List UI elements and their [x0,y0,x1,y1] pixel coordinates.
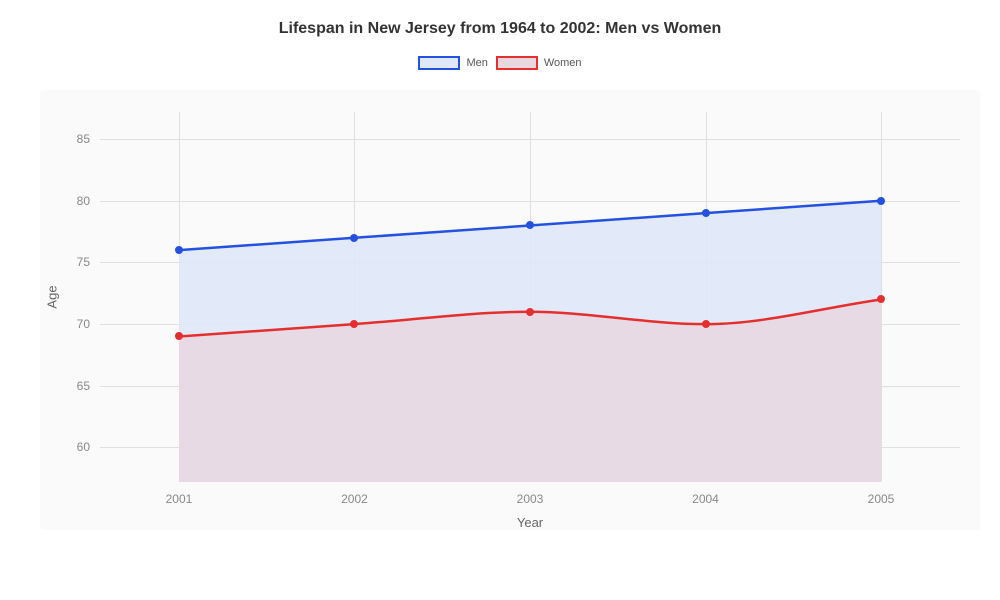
x-tick-label: 2002 [341,482,368,506]
legend-label-women: Women [544,57,582,69]
plot-outer: Age Year 60 65 70 75 80 85 2001 2002 2003 2004 200… [40,90,980,530]
legend-item-women: Women [496,56,582,70]
x-tick-label: 2003 [517,482,544,506]
series-line-women [100,112,960,482]
y-axis-label: Age [45,285,60,308]
marker-women [526,308,534,316]
x-tick-label: 2001 [166,482,193,506]
x-axis-label: Year [517,515,543,530]
chart-container: Lifespan in New Jersey from 1964 to 2002… [0,0,1000,600]
marker-women [175,332,183,340]
legend-swatch-women [496,56,538,70]
marker-women [877,295,885,303]
y-tick-label: 60 [77,440,100,454]
plot-area: Age Year 6065707580852001200220032004200… [100,112,960,482]
chart-title: Lifespan in New Jersey from 1964 to 2002… [0,0,1000,38]
x-tick-label: 2005 [868,482,895,506]
legend-swatch-men [418,56,460,70]
y-tick-label: 85 [77,132,100,146]
legend-item-men: Men [418,56,487,70]
marker-women [702,320,710,328]
y-tick-label: 80 [77,194,100,208]
y-tick-label: 65 [77,379,100,393]
marker-women [350,320,358,328]
y-tick-label: 70 [77,317,100,331]
legend-label-men: Men [466,57,487,69]
legend: Men Women [0,56,1000,70]
y-tick-label: 75 [77,255,100,269]
x-tick-label: 2004 [692,482,719,506]
